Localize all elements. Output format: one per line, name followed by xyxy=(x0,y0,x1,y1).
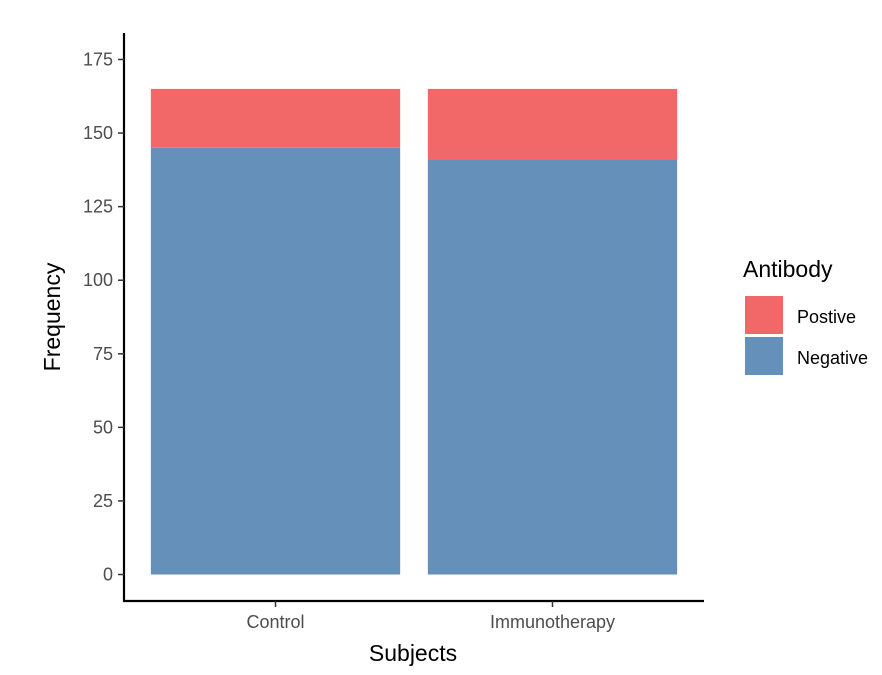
bar-control-negative xyxy=(150,147,401,575)
legend: Antibody Postive Negative xyxy=(743,256,868,375)
bar-immunotherapy-negative xyxy=(427,159,678,575)
legend-items: Postive Negative xyxy=(745,296,868,375)
y-axis-title: Frequency xyxy=(39,262,65,371)
axes-layer xyxy=(122,33,704,603)
y-tick-label: 0 xyxy=(103,565,113,585)
y-tick-label: 100 xyxy=(83,270,113,290)
bar-control-postive xyxy=(150,88,401,148)
y-tick-label: 125 xyxy=(83,197,113,217)
x-tick-label: Immunotherapy xyxy=(490,612,615,632)
y-tick-label: 75 xyxy=(93,344,113,364)
bars-layer xyxy=(150,88,678,575)
bar-immunotherapy-postive xyxy=(427,88,678,160)
legend-label-negative: Negative xyxy=(797,348,868,368)
y-tick-label: 50 xyxy=(93,417,113,437)
y-tick-label: 25 xyxy=(93,491,113,511)
legend-label-postive: Postive xyxy=(797,307,856,327)
y-ticks-layer: 0 25 50 75 100 125 150 175 xyxy=(83,49,124,585)
legend-title: Antibody xyxy=(743,256,833,282)
x-tick-label: Control xyxy=(246,612,304,632)
legend-swatch-negative xyxy=(745,337,783,375)
legend-swatch-postive xyxy=(745,296,783,334)
y-tick-label: 150 xyxy=(83,123,113,143)
x-ticks-layer: Control Immunotherapy xyxy=(246,601,615,632)
y-tick-label: 175 xyxy=(83,49,113,69)
x-axis-title: Subjects xyxy=(369,640,457,666)
